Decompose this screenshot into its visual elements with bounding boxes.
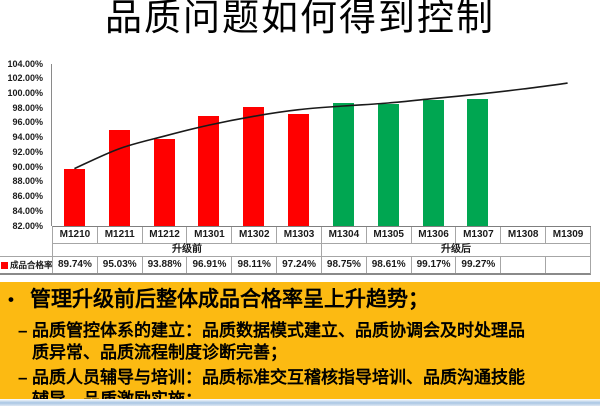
y-axis: 104.00% 102.00% 100.00% 98.00% 96.00% 94.00% 9… xyxy=(0,59,46,231)
bar-M1304 xyxy=(332,102,354,226)
value-cell: 96.91% xyxy=(186,257,231,273)
y-axis-label: 82.00% xyxy=(12,220,43,231)
bar-M1306 xyxy=(422,99,444,226)
bar-M1303 xyxy=(288,113,310,226)
month-label: M1304 xyxy=(322,227,367,243)
bullet-icon: • xyxy=(8,290,14,309)
month-label: M1305 xyxy=(367,227,412,243)
series-color-swatch-icon xyxy=(1,261,8,269)
month-label: M1307 xyxy=(456,227,502,243)
y-axis-label: 88.00% xyxy=(12,176,43,187)
month-axis-row: M1210 M1211 M1212 M1301 M1302 M1303 M1304 M1305… xyxy=(52,226,591,244)
summary-main-bullet: • 管理升级前后整体成品合格率呈上升趋势； xyxy=(8,287,600,313)
value-cell: 95.03% xyxy=(96,257,142,273)
y-axis-label: 84.00% xyxy=(12,205,43,216)
month-label: M1210 xyxy=(53,227,98,243)
value-cell: 99.27% xyxy=(455,257,500,273)
summary-sub-text-1: 品质管控体系的建立：品质数据模式建立、品质协调会及时处理品 质异常、品质流程制度… xyxy=(32,321,525,362)
group-band-row: 升级前 升级后 xyxy=(52,243,591,256)
month-label: M1211 xyxy=(98,227,143,243)
bar-M1305 xyxy=(377,103,399,226)
group-label-before: 升级前 xyxy=(53,243,322,256)
value-cell xyxy=(545,257,590,273)
series-legend-label: 成品合格率 xyxy=(10,260,53,270)
y-axis-label: 100.00% xyxy=(7,87,43,98)
value-cell: 97.24% xyxy=(276,257,321,273)
plot-area xyxy=(52,64,590,226)
bar-M1210 xyxy=(63,169,85,226)
y-axis-label: 90.00% xyxy=(12,161,43,172)
page-title: 品质问题如何得到控制 xyxy=(105,0,495,39)
trend-line xyxy=(74,82,568,170)
month-label: M1309 xyxy=(546,227,591,243)
summary-panel: • 管理升级前后整体成品合格率呈上升趋势； – 品质管控体系的建立：品质数据模式… xyxy=(0,282,600,406)
slide-bottom-strip xyxy=(0,399,600,406)
dash-icon: – xyxy=(18,368,28,387)
month-label: M1302 xyxy=(232,227,278,243)
value-cell xyxy=(500,257,545,273)
month-label: M1306 xyxy=(412,227,457,243)
value-cell: 98.61% xyxy=(365,257,411,273)
bar-M1212 xyxy=(153,138,175,226)
value-cell: 98.75% xyxy=(320,257,366,273)
group-label-after: 升级后 xyxy=(322,243,591,256)
bar-M1211 xyxy=(108,130,130,226)
y-axis-label: 102.00% xyxy=(7,73,43,84)
month-label: M1301 xyxy=(187,227,233,243)
bar-M1301 xyxy=(198,116,220,226)
y-axis-label: 92.00% xyxy=(12,146,43,157)
month-label: M1308 xyxy=(501,227,547,243)
y-axis-label: 86.00% xyxy=(12,191,43,202)
y-axis-label: 94.00% xyxy=(12,132,43,143)
month-label: M1303 xyxy=(277,227,322,243)
y-axis-line xyxy=(51,64,52,226)
y-axis-label: 96.00% xyxy=(12,117,43,128)
value-cell: 93.88% xyxy=(141,257,187,273)
pass-rate-chart: 104.00% 102.00% 100.00% 98.00% 96.00% 94.00% 9… xyxy=(0,59,591,275)
value-cell: 89.74% xyxy=(52,257,97,273)
month-label: M1212 xyxy=(143,227,188,243)
dash-icon: – xyxy=(18,321,28,340)
data-table-row: 成品合格率 89.74% 95.03% 93.88% 96.91% 98.11% 97.2… xyxy=(0,256,591,275)
value-cell: 99.17% xyxy=(410,257,456,273)
bar-M1302 xyxy=(243,107,265,226)
summary-sub-bullet-1: – 品质管控体系的建立：品质数据模式建立、品质协调会及时处理品 质异常、品质流程… xyxy=(18,320,600,363)
summary-main-text: 管理升级前后整体成品合格率呈上升趋势； xyxy=(30,288,429,311)
value-cell: 98.11% xyxy=(231,257,276,273)
series-legend: 成品合格率 xyxy=(0,257,53,273)
y-axis-label: 104.00% xyxy=(7,58,43,69)
y-axis-label: 98.00% xyxy=(12,102,43,113)
bar-M1307 xyxy=(467,98,489,226)
